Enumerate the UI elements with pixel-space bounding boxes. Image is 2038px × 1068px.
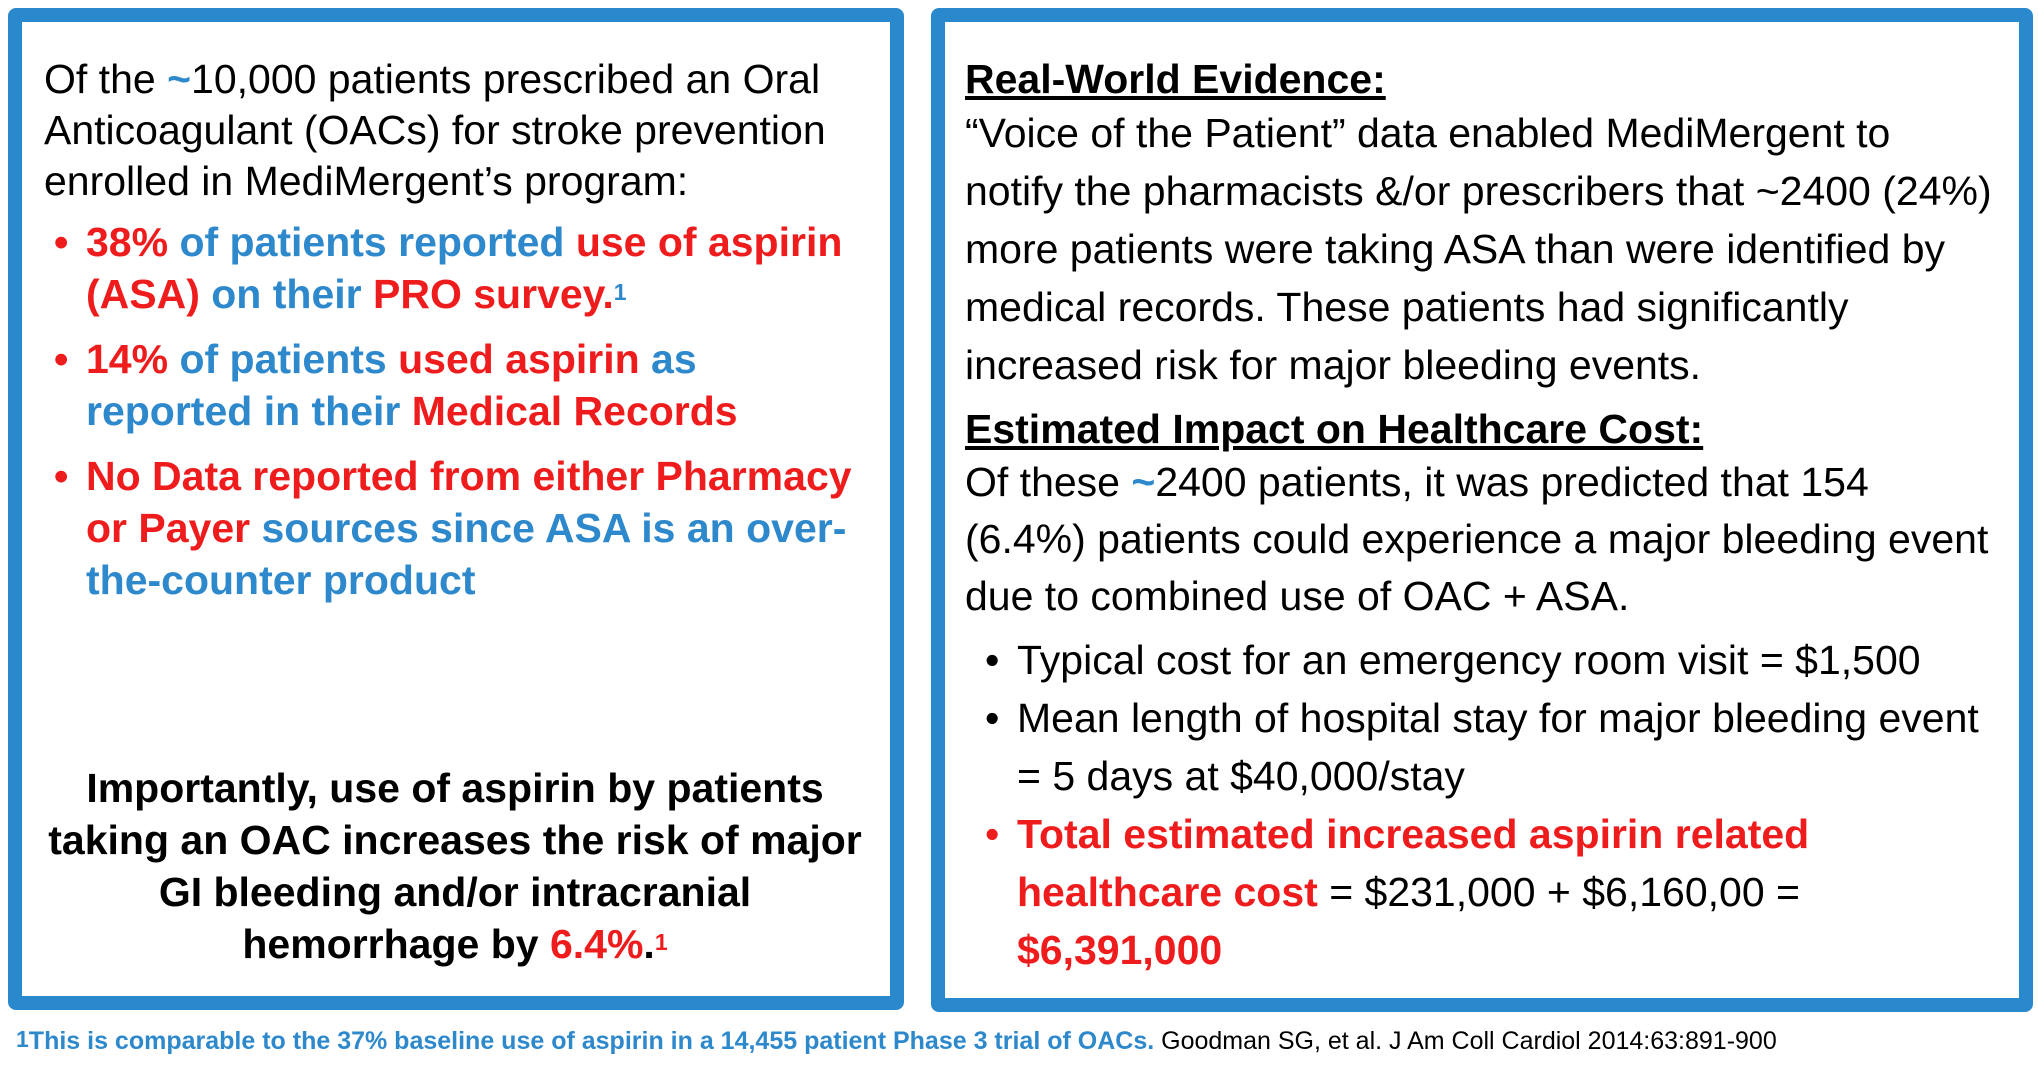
cost-text: Typical cost for an emergency room visit…	[1017, 637, 1921, 683]
cost-total-value: $6,391,000	[1017, 927, 1223, 973]
finding-text: PRO survey.	[372, 271, 614, 317]
footnote-ref: 1	[654, 929, 668, 955]
bullet-icon: •	[54, 336, 69, 382]
finding-text: No Data reported from either Pharmacy or…	[86, 453, 852, 551]
impact-rest: 2400 patients, it was predicted that 154…	[965, 459, 1989, 619]
bullet-icon: •	[54, 219, 69, 265]
footnote-citation: Goodman SG, et al. J Am Coll Cardiol 201…	[1154, 1027, 1777, 1055]
finding-pro-survey: • 38% of patients reported use of aspiri…	[44, 216, 866, 320]
cost-total-label: Total estimated increased aspirin relate…	[1017, 811, 1810, 915]
finding-text: sources since ASA is an over-the-counter…	[86, 505, 847, 603]
finding-text: on their	[199, 271, 373, 317]
right-panel: Real-World Evidence: “Voice of the Patie…	[931, 8, 2033, 1012]
intro-paragraph: Of the ~10,000 patients prescribed an Or…	[44, 54, 866, 207]
cost-list: • Typical cost for an emergency room vis…	[965, 631, 1999, 979]
cost-er-visit: • Typical cost for an emergency room vis…	[965, 631, 1999, 689]
cost-hospital-stay: • Mean length of hospital stay for major…	[965, 689, 1999, 805]
impact-heading: Estimated Impact on Healthcare Cost:	[965, 406, 1704, 452]
impact-pre: Of these	[965, 459, 1132, 505]
footnote-text: This is comparable to the 37% baseline u…	[28, 1027, 1155, 1055]
footnote-marker: 1	[16, 1026, 29, 1052]
intro-tilde: ~	[167, 56, 192, 102]
finding-text: use of aspirin (ASA)	[86, 219, 843, 317]
finding-text: of patients reported	[168, 219, 576, 265]
finding-text: used aspirin	[398, 336, 640, 382]
finding-medical-records: • 14% of patients used aspirin as report…	[44, 333, 866, 437]
bullet-icon: •	[985, 811, 1000, 857]
cost-total: • Total estimated increased aspirin rela…	[965, 805, 1999, 979]
footnote-ref: 1	[613, 279, 627, 305]
intro-rest: 10,000 patients prescribed an Oral Antic…	[44, 56, 826, 204]
bullet-icon: •	[985, 695, 1000, 741]
footnote: 1This is comparable to the 37% baseline …	[16, 1026, 1777, 1056]
cost-total-formula: = $231,000 + $6,160,00 =	[1317, 869, 1800, 915]
rwe-heading: Real-World Evidence:	[965, 56, 1386, 102]
findings-list: • 38% of patients reported use of aspiri…	[44, 216, 866, 606]
cost-text: Mean length of hospital stay for major b…	[1017, 695, 1979, 799]
bullet-icon: •	[985, 637, 1000, 683]
intro-pre: Of the	[44, 56, 168, 102]
importance-statement: Importantly, use of aspirin by patients …	[44, 762, 866, 970]
bullet-icon: •	[54, 453, 69, 499]
rwe-paragraph: “Voice of the Patient” data enabled Medi…	[965, 110, 1992, 388]
finding-text: as reported in their	[86, 336, 697, 434]
impact-tilde: ~	[1131, 459, 1156, 505]
impact-paragraph: Of these ~2400 patients, it was predicte…	[965, 454, 1999, 625]
finding-no-data: • No Data reported from either Pharmacy …	[44, 450, 866, 606]
finding-text: 14%	[86, 336, 169, 382]
left-panel: Of the ~10,000 patients prescribed an Or…	[8, 8, 904, 1010]
finding-text: Medical Records	[411, 388, 738, 434]
finding-text: of patients	[168, 336, 399, 382]
finding-text: 38%	[86, 219, 169, 265]
importance-text: Importantly, use of aspirin by patients …	[48, 765, 862, 967]
importance-value: 6.4%	[549, 921, 644, 967]
importance-end: .	[643, 921, 655, 967]
